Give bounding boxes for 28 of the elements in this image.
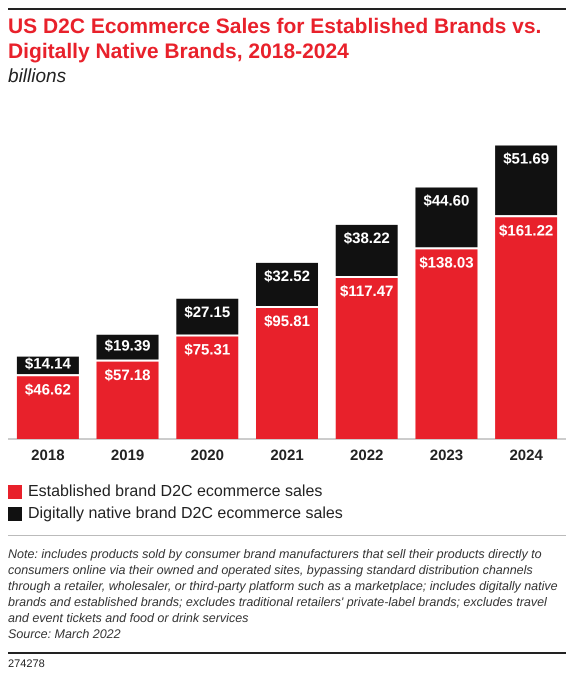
data-label: $46.62 [24,381,71,398]
x-tick-label: 2024 [509,447,544,464]
data-label: $32.52 [264,268,310,286]
data-label: $117.47 [340,283,394,300]
text: Note: includes products sold by consumer brand manufacturers that sell their products directly to consumers online via their owned and operated sites, bypassing standard distribution channels through a retailer, wholesaler, or third-party platform such as a marketplace; includes digitally native brands and established brands; excludes traditional retailers' private-label brands; excludes travel and event tickets and food or drink services [8,546,559,626]
data-label: $44.60 [423,192,470,210]
x-tick-label: 2023 [430,447,464,464]
chart-subtitle: billions [8,66,68,88]
legend-label: Established brand D2C ecommerce sales [28,483,322,501]
x-tick-label: 2021 [270,447,304,464]
data-label: $51.69 [503,150,550,168]
data-label: $95.81 [264,313,310,330]
data-label: $38.22 [344,230,390,248]
legend-label: Digitally native brand D2C ecommerce sales [28,505,343,523]
data-label: $14.14 [24,356,72,373]
x-tick-label: 2019 [110,447,144,464]
x-tick-label: 2018 [31,447,65,464]
data-label: $161.22 [499,222,554,240]
data-label: $57.18 [104,366,151,384]
data-label: $27.15 [184,304,230,321]
x-tick-label: 2020 [190,447,224,464]
x-tick-label: 2022 [350,447,384,464]
source-note: Source: March 2022 [8,626,122,642]
data-label: $75.31 [184,342,230,359]
text: 274278 [8,652,566,670]
chart-title: US D2C Ecommerce Sales for Established Brands vs. Digitally Native Brands, 2018-2024 [8,14,542,64]
data-label: $138.03 [419,254,474,272]
data-label: $19.39 [104,337,151,354]
